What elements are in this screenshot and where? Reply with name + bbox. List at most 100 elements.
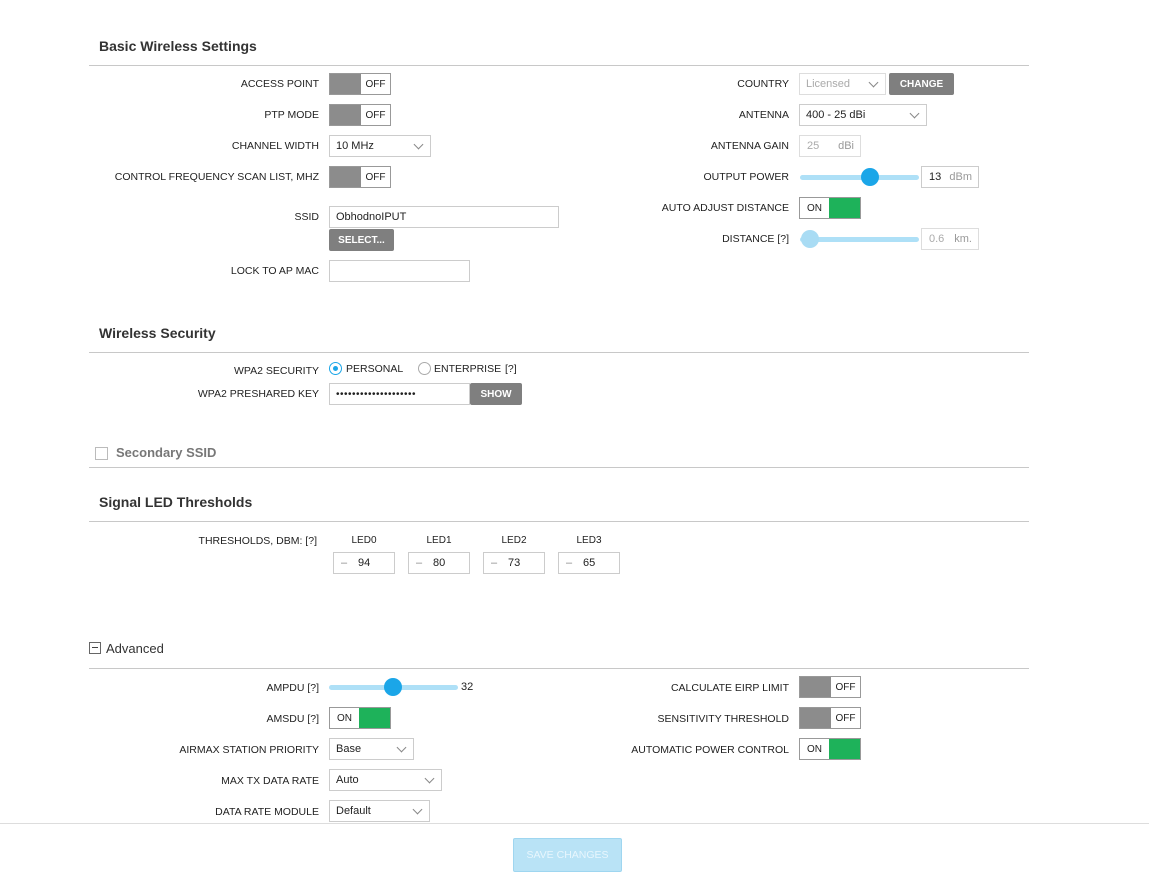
max-tx-value: Auto [336,774,359,786]
toggle-state: OFF [835,712,856,724]
scan-list-label: CONTROL FREQUENCY SCAN LIST, MHz [114,171,319,183]
section-title-advanced: Advanced [106,641,164,656]
toggle-knob [330,74,361,94]
apc-toggle[interactable]: ON [799,738,861,760]
divider [89,521,1029,522]
distance-slider-handle[interactable] [801,230,819,248]
max-tx-select[interactable]: Auto [329,769,442,791]
ssid-value: ObhodnoIPUT [336,211,407,223]
output-power-slider-handle[interactable] [861,168,879,186]
led3-value: 65 [583,557,596,569]
led3-label: LED3 [576,535,602,546]
antenna-gain-unit: dBi [838,140,854,152]
output-power-slider[interactable] [800,175,919,180]
toggle-state: OFF [365,109,386,121]
toggle-knob [359,708,390,728]
led2-input[interactable]: – 73 [483,552,545,574]
chevron-down-icon [868,77,879,88]
data-rate-module-select[interactable]: Default [329,800,430,822]
led0-value: 94 [358,557,371,569]
antenna-gain-value: 25 [807,140,820,152]
data-rate-module-value: Default [336,805,371,817]
led3-input[interactable]: – 65 [558,552,620,574]
ptp-mode-label: PTP MODE [264,109,319,121]
ptp-mode-toggle[interactable]: OFF [329,104,391,126]
antenna-select[interactable]: 400 - 25 dBi [799,104,927,126]
wpa2-security-label: WPA2 SECURITY [234,365,319,377]
section-title-led: Signal LED Thresholds [99,494,253,510]
led2-value: 73 [508,557,521,569]
access-point-toggle[interactable]: OFF [329,73,391,95]
led0-input[interactable]: – 94 [333,552,395,574]
amsdu-toggle[interactable]: ON [329,707,391,729]
toggle-state: ON [337,712,352,724]
toggle-knob [330,167,361,187]
channel-width-select[interactable]: 10 MHz [329,135,431,157]
ampdu-slider-handle[interactable] [384,678,402,696]
enterprise-radio[interactable] [418,362,431,375]
show-key-button[interactable]: SHOW [470,383,522,405]
secondary-ssid-checkbox[interactable] [95,447,108,460]
auto-adjust-toggle[interactable]: ON [799,197,861,219]
enterprise-label: ENTERPRISE [434,363,502,375]
led1-input[interactable]: – 80 [408,552,470,574]
sensitivity-toggle[interactable]: OFF [799,707,861,729]
distance-value: 0.6 [929,233,945,245]
access-point-label: ACCESS POINT [240,78,319,90]
ampdu-value: 32 [461,681,474,693]
apc-label: AUTOMATIC POWER CONTROL [631,744,789,756]
distance-slider[interactable] [800,237,919,242]
personal-label: PERSONAL [346,363,404,375]
country-value: Licensed [806,78,851,90]
led0-label: LED0 [351,535,377,546]
minus-sign: – [415,557,423,569]
antenna-gain-field[interactable]: 25 dBi [799,135,861,157]
data-rate-module-label: DATA RATE MODULE [215,806,319,818]
enterprise-help-link[interactable]: [?] [505,363,517,375]
eirp-toggle[interactable]: OFF [799,676,861,698]
max-tx-label: MAX TX DATA RATE [221,775,319,787]
led2-label: LED2 [501,535,527,546]
antenna-value: 400 - 25 dBi [806,109,866,121]
led1-value: 80 [433,557,446,569]
section-title-security: Wireless Security [99,325,216,341]
country-change-button[interactable]: CHANGE [889,73,954,95]
channel-width-value: 10 MHz [336,140,374,152]
divider [89,65,1029,66]
minus-sign: – [340,557,348,569]
ssid-label: SSID [294,211,319,223]
country-select[interactable]: Licensed [799,73,886,95]
chevron-down-icon [424,773,435,784]
personal-radio[interactable] [329,362,342,375]
auto-adjust-label: AUTO ADJUST DISTANCE [661,202,789,214]
divider [89,668,1029,669]
toggle-state: OFF [365,171,386,183]
chevron-down-icon [909,108,920,119]
wpa2-key-input[interactable]: •••••••••••••••••••• [329,383,470,405]
collapse-icon[interactable] [89,642,101,654]
toggle-knob [330,105,361,125]
lock-ap-mac-label: LOCK TO AP MAC [230,265,319,277]
ampdu-label: AMPDU [?] [266,682,319,694]
minus-sign: – [565,557,573,569]
lock-ap-mac-input[interactable] [329,260,470,282]
save-changes-button[interactable]: SAVE CHANGES [513,838,622,872]
toggle-state: OFF [365,78,386,90]
distance-field[interactable]: 0.6 km. [921,228,979,250]
toggle-state: OFF [835,681,856,693]
sensitivity-label: SENSITIVITY THRESHOLD [657,713,789,725]
airmax-priority-select[interactable]: Base [329,738,414,760]
scan-list-toggle[interactable]: OFF [329,166,391,188]
amsdu-label: AMSDU [?] [266,713,319,725]
output-power-unit: dBm [949,171,972,183]
country-label: COUNTRY [737,78,789,90]
eirp-label: CALCULATE EIRP LIMIT [670,682,789,694]
chevron-down-icon [412,804,423,815]
antenna-label: ANTENNA [738,109,789,121]
toggle-state: ON [807,202,822,214]
ssid-input[interactable]: ObhodnoIPUT [329,206,559,228]
output-power-field[interactable]: 13 dBm [921,166,979,188]
toggle-knob [829,739,860,759]
ssid-select-button[interactable]: SELECT... [329,229,394,251]
divider [89,352,1029,353]
